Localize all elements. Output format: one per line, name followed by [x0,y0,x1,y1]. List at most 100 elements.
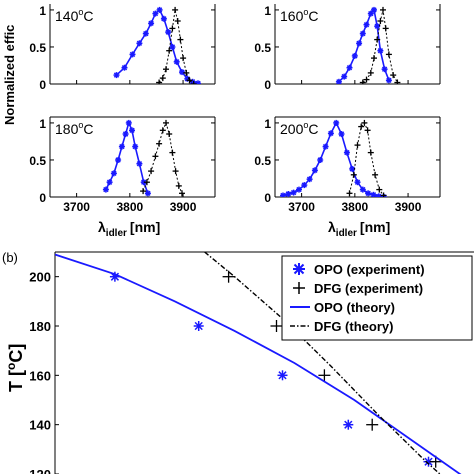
opo-marker [125,119,132,126]
temperature-label: 140oC [55,7,94,24]
dfg-marker [186,77,193,84]
dfg-marker [156,79,163,84]
opo-marker [317,157,324,163]
opo-experiment-point [277,370,288,381]
opo-marker [346,64,353,71]
axes-frame [274,4,441,85]
chart-panel-a3: 0 0.5 1 3700 3800 3900 180oC [29,116,216,214]
temperature-label: 200oC [280,120,319,137]
opo-marker [152,10,159,17]
opo-marker [195,80,201,84]
dfg-experiment-point [318,369,331,382]
dfg-marker [190,81,197,84]
opo-theory-line [55,253,462,474]
opo-marker [110,170,117,177]
dfg-marker [174,18,181,24]
opo-marker [343,149,350,156]
dfg-marker [183,69,190,76]
y-tick-label: 1 [39,117,46,131]
dfg-marker [180,55,187,62]
chart-panel-a2: 0 0.5 1 160oC [254,4,441,92]
opo-marker [381,66,388,73]
x-tick-label: 3700 [288,200,315,214]
y-tick-label: 0.5 [254,41,271,55]
dfg-experiment-point [222,270,235,283]
dfg-marker [172,168,179,175]
x-tick-label: 3700 [63,200,90,214]
opo-marker [165,29,172,36]
dfg-marker [367,149,374,156]
temperature-label: 180oC [55,120,94,137]
opo-marker [351,52,358,59]
legend-dfg-theory-label: DFG (theory) [314,319,393,334]
dfg-marker [166,47,173,54]
x-tick-label: 3900 [395,200,422,214]
legend-box [281,255,473,341]
top-ylabel: Normalized effic [2,25,17,125]
dfg-curve [349,121,385,196]
opo-marker [136,160,143,167]
dfg-marker [159,75,166,82]
opo-marker [359,30,366,37]
opo-marker [102,186,109,193]
y-tick-label: 140 [29,418,51,433]
dfg-marker [367,69,374,76]
opo-experiment-point [193,321,204,331]
opo-marker [333,119,340,126]
dfg-marker [394,79,401,84]
opo-marker [311,167,318,174]
y-tick-label: 120 [29,467,51,474]
axes-frame [49,116,216,198]
opo-marker [142,30,149,37]
temperature-label: 160oC [280,7,319,24]
dfg-marker [385,51,392,58]
opo-marker [359,186,366,193]
opo-marker [132,143,139,150]
opo-marker [301,182,308,189]
opo-marker [144,190,151,197]
dfg-marker [361,119,368,126]
dfg-marker [390,72,397,79]
legend-dfg-experiment-marker [293,282,305,294]
dfg-marker [143,179,150,186]
bottom-ylabel: T [oC] [4,344,26,392]
dfg-experiment-point [270,320,283,332]
dfg-marker [350,171,357,178]
opo-marker [375,193,382,197]
axes-frame [49,4,216,85]
dfg-experiment-point [366,418,379,431]
y-tick-label: 0.5 [254,154,271,168]
opo-marker [179,69,185,76]
opo-marker [370,191,377,197]
opo-experiment-point [343,419,354,430]
opo-marker [306,176,313,183]
x-tick-label: 3900 [170,200,197,214]
series-layer [280,119,388,197]
chart-panel-a4: 0 0.5 1 3700 3800 3900 200oC [254,116,441,214]
opo-marker [335,78,342,84]
legend: OPO (experiment) DFG (experiment) OPO (t… [281,255,473,341]
y-tick-label: 0 [39,191,46,205]
opo-marker [115,157,122,163]
series-layer [113,6,201,84]
legend-opo-theory-label: OPO (theory) [314,300,395,315]
dfg-marker [359,79,366,84]
dfg-marker [354,142,361,149]
dfg-marker [172,6,179,13]
y-tick-label: 0.5 [29,41,46,55]
dfg-marker [175,182,182,189]
dfg-marker [159,127,166,134]
opo-marker [322,143,329,150]
dfg-theory-line [204,252,441,474]
dfg-marker [377,18,384,24]
opo-marker [118,143,125,150]
axes-frame [274,116,441,198]
y-tick-label: 0 [264,78,271,92]
chart-panel-a1: 0 0.5 1 140oC [29,4,216,92]
opo-marker [296,186,302,193]
opo-marker [327,130,334,137]
dfg-marker [371,55,377,62]
opo-marker [377,47,384,54]
series-layer [55,252,462,474]
opo-marker [160,15,167,22]
